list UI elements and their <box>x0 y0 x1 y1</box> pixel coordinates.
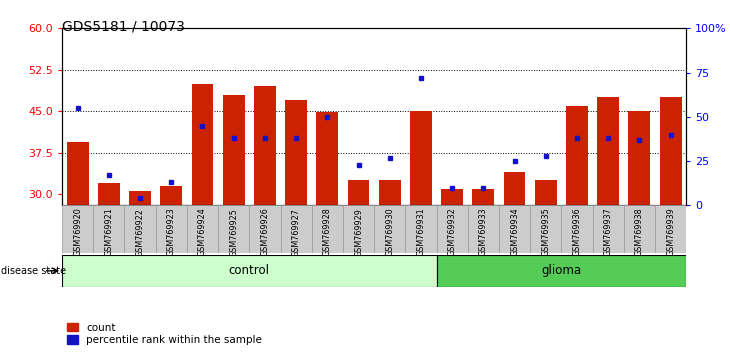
Bar <box>629 111 650 205</box>
Text: GSM769935: GSM769935 <box>541 208 550 256</box>
Text: GSM769937: GSM769937 <box>604 208 612 256</box>
Bar <box>129 192 151 205</box>
Bar <box>410 111 432 205</box>
Text: GSM769932: GSM769932 <box>447 208 457 256</box>
FancyBboxPatch shape <box>530 205 561 253</box>
FancyBboxPatch shape <box>561 205 593 253</box>
Text: GSM769921: GSM769921 <box>104 208 113 256</box>
Bar <box>98 183 120 205</box>
Bar <box>441 189 463 205</box>
Bar <box>316 113 338 205</box>
Bar <box>285 100 307 205</box>
Bar <box>472 189 494 205</box>
Bar <box>597 97 619 205</box>
Text: GSM769931: GSM769931 <box>416 208 426 256</box>
Text: GSM769928: GSM769928 <box>323 208 332 256</box>
Bar <box>504 172 526 205</box>
Text: GSM769939: GSM769939 <box>666 208 675 256</box>
FancyBboxPatch shape <box>655 205 686 253</box>
Bar <box>347 181 369 205</box>
Text: GSM769926: GSM769926 <box>261 208 269 256</box>
FancyBboxPatch shape <box>249 205 280 253</box>
Text: GSM769929: GSM769929 <box>354 208 363 257</box>
Bar <box>161 186 182 205</box>
Bar <box>535 181 557 205</box>
Text: GSM769938: GSM769938 <box>635 208 644 256</box>
FancyBboxPatch shape <box>437 255 686 287</box>
FancyBboxPatch shape <box>62 255 437 287</box>
Bar <box>254 86 276 205</box>
Bar <box>379 181 401 205</box>
FancyBboxPatch shape <box>374 205 405 253</box>
Text: GSM769936: GSM769936 <box>572 208 582 256</box>
Bar <box>566 106 588 205</box>
FancyBboxPatch shape <box>62 205 93 253</box>
FancyBboxPatch shape <box>155 205 187 253</box>
Text: GSM769922: GSM769922 <box>136 208 145 257</box>
FancyBboxPatch shape <box>499 205 530 253</box>
Bar <box>191 84 213 205</box>
FancyBboxPatch shape <box>343 205 374 253</box>
Text: control: control <box>228 264 270 277</box>
Text: disease state: disease state <box>1 266 66 276</box>
Bar <box>66 142 88 205</box>
Text: GSM769923: GSM769923 <box>166 208 176 256</box>
Text: GSM769924: GSM769924 <box>198 208 207 256</box>
Text: GSM769920: GSM769920 <box>73 208 82 256</box>
Text: GSM769934: GSM769934 <box>510 208 519 256</box>
FancyBboxPatch shape <box>187 205 218 253</box>
FancyBboxPatch shape <box>312 205 343 253</box>
FancyBboxPatch shape <box>124 205 155 253</box>
FancyBboxPatch shape <box>593 205 624 253</box>
Bar <box>660 97 682 205</box>
FancyBboxPatch shape <box>437 205 468 253</box>
FancyBboxPatch shape <box>468 205 499 253</box>
FancyBboxPatch shape <box>405 205 437 253</box>
FancyBboxPatch shape <box>280 205 312 253</box>
Text: GSM769933: GSM769933 <box>479 208 488 256</box>
Text: GDS5181 / 10073: GDS5181 / 10073 <box>62 19 185 34</box>
Legend: count, percentile rank within the sample: count, percentile rank within the sample <box>67 322 262 345</box>
Text: GSM769930: GSM769930 <box>385 208 394 256</box>
FancyBboxPatch shape <box>624 205 655 253</box>
Text: GSM769925: GSM769925 <box>229 208 238 257</box>
FancyBboxPatch shape <box>218 205 249 253</box>
Bar <box>223 95 245 205</box>
Text: glioma: glioma <box>542 264 581 277</box>
FancyBboxPatch shape <box>93 205 124 253</box>
Text: GSM769927: GSM769927 <box>291 208 301 257</box>
